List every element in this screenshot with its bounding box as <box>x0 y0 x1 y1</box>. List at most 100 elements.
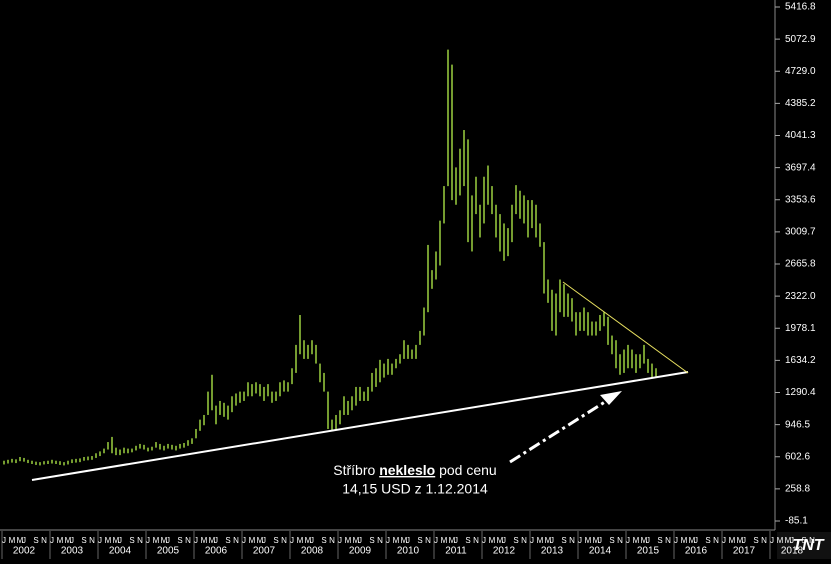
month-label: M <box>537 536 544 545</box>
month-label: M <box>785 536 792 545</box>
y-tick-label: -85.1 <box>785 516 808 527</box>
month-label: N <box>185 536 191 545</box>
y-tick-label: 5416.8 <box>785 2 816 13</box>
month-label: J <box>482 536 486 545</box>
month-label: S <box>81 536 86 545</box>
annotation-line2: 14,15 USD z 1.12.2014 <box>342 481 488 497</box>
month-label: S <box>225 536 230 545</box>
month-label: N <box>41 536 47 545</box>
y-tick-label: 5072.9 <box>785 34 816 45</box>
arrow-head <box>600 391 622 405</box>
month-label: S <box>753 536 758 545</box>
y-tick-label: 946.5 <box>785 419 810 430</box>
month-label: J <box>742 536 746 545</box>
month-label: J <box>674 536 678 545</box>
month-label: J <box>146 536 150 545</box>
month-label: J <box>50 536 54 545</box>
month-label: J <box>70 536 74 545</box>
year-label: 2003 <box>61 546 84 557</box>
y-tick-label: 2322.0 <box>785 291 816 302</box>
y-tick-label: 1634.2 <box>785 355 816 366</box>
annotation-bold: nekleslo <box>379 462 435 478</box>
month-label: M <box>297 536 304 545</box>
month-label: J <box>242 536 246 545</box>
month-label: J <box>454 536 458 545</box>
month-label: J <box>770 536 774 545</box>
month-label: M <box>393 536 400 545</box>
year-label: 2004 <box>109 546 132 557</box>
bars <box>3 49 657 466</box>
year-label: 2016 <box>685 546 708 557</box>
month-label: M <box>585 536 592 545</box>
month-label: N <box>713 536 719 545</box>
month-label: M <box>777 536 784 545</box>
year-label: 2008 <box>301 546 324 557</box>
month-label: M <box>17 536 24 545</box>
month-label: S <box>177 536 182 545</box>
month-label: J <box>626 536 630 545</box>
month-label: M <box>257 536 264 545</box>
month-label: J <box>98 536 102 545</box>
month-label: N <box>761 536 767 545</box>
month-label: J <box>310 536 314 545</box>
annotation-text: pod cenu <box>435 462 497 478</box>
month-label: S <box>705 536 710 545</box>
month-label: M <box>201 536 208 545</box>
month-label: S <box>129 536 134 545</box>
month-label: J <box>434 536 438 545</box>
month-label: J <box>118 536 122 545</box>
month-label: S <box>417 536 422 545</box>
month-label: M <box>345 536 352 545</box>
month-label: M <box>641 536 648 545</box>
resistance-line <box>562 281 689 374</box>
month-label: N <box>521 536 527 545</box>
month-label: N <box>89 536 95 545</box>
month-label: S <box>513 536 518 545</box>
month-label: J <box>406 536 410 545</box>
month-label: J <box>338 536 342 545</box>
month-label: M <box>681 536 688 545</box>
y-tick-label: 4729.0 <box>785 66 816 77</box>
month-label: N <box>665 536 671 545</box>
y-tick-label: 258.8 <box>785 484 810 495</box>
month-label: M <box>65 536 72 545</box>
month-label: M <box>441 536 448 545</box>
year-label: 2006 <box>205 546 228 557</box>
month-label: M <box>449 536 456 545</box>
month-label: M <box>353 536 360 545</box>
y-tick-label: 3009.7 <box>785 227 816 238</box>
month-label: S <box>609 536 614 545</box>
month-label: M <box>545 536 552 545</box>
month-label: S <box>657 536 662 545</box>
y-tick-label: 3697.4 <box>785 162 816 173</box>
year-label: 2011 <box>445 546 467 557</box>
month-label: J <box>22 536 26 545</box>
month-label: S <box>561 536 566 545</box>
year-label: 2012 <box>493 546 516 557</box>
month-label: S <box>369 536 374 545</box>
month-label: J <box>194 536 198 545</box>
annotation-line1: Stříbro nekleslo pod cenu <box>333 462 496 478</box>
month-label: M <box>161 536 168 545</box>
month-label: N <box>569 536 575 545</box>
month-label: M <box>729 536 736 545</box>
month-label: M <box>497 536 504 545</box>
month-label: M <box>401 536 408 545</box>
month-label: M <box>105 536 112 545</box>
y-tick-label: 1978.1 <box>785 323 816 334</box>
y-tick-label: 1290.4 <box>785 387 816 398</box>
month-label: N <box>233 536 239 545</box>
logo: TNT <box>792 537 824 554</box>
month-label: S <box>465 536 470 545</box>
month-label: J <box>694 536 698 545</box>
month-label: M <box>633 536 640 545</box>
month-label: N <box>329 536 335 545</box>
month-label: N <box>281 536 287 545</box>
month-label: M <box>305 536 312 545</box>
month-label: N <box>377 536 383 545</box>
month-label: N <box>425 536 431 545</box>
month-label: M <box>737 536 744 545</box>
year-label: 2005 <box>157 546 180 557</box>
